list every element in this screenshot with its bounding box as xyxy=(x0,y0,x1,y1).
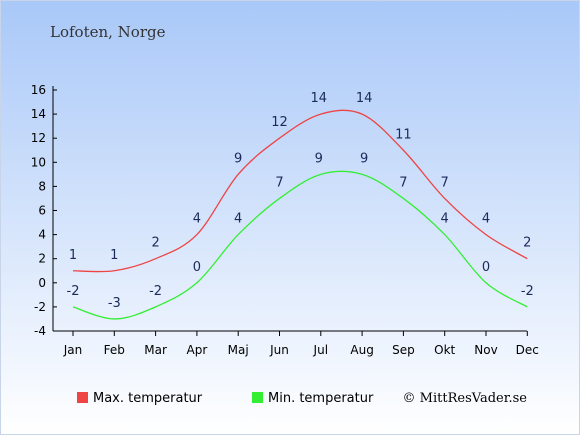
x-tick-label: Sep xyxy=(392,343,415,357)
data-label-max: 4 xyxy=(482,212,490,227)
data-label-max: 12 xyxy=(271,115,288,130)
data-label-min: 9 xyxy=(360,151,368,166)
y-tick-label: -4 xyxy=(34,324,46,338)
data-label-min: -2 xyxy=(521,284,534,299)
data-label-min: 4 xyxy=(234,212,242,227)
y-tick-label: -2 xyxy=(34,300,46,314)
y-tick-label: 4 xyxy=(38,228,46,242)
series-lines xyxy=(72,109,528,320)
x-tick-label: Mar xyxy=(144,343,167,357)
data-label-min: -2 xyxy=(67,284,80,299)
y-tick-label: 0 xyxy=(38,276,46,290)
x-tick-label: Feb xyxy=(104,343,125,357)
data-label-min: 7 xyxy=(399,175,407,190)
series-line-min xyxy=(72,170,528,320)
data-label-max: 7 xyxy=(441,175,449,190)
data-label-min: -2 xyxy=(149,284,162,299)
data-label-max: 14 xyxy=(311,91,328,106)
legend-swatch-min xyxy=(252,392,263,403)
y-axis: -4 -2 0 2 4 6 8 10 12 14 16 xyxy=(31,83,57,338)
y-tick-label: 8 xyxy=(38,179,46,193)
x-tick-label: Maj xyxy=(228,343,249,357)
series-line-max xyxy=(72,109,528,273)
data-label-min: 0 xyxy=(482,260,490,275)
x-tick-label: Nov xyxy=(474,343,497,357)
x-tick-label: Apr xyxy=(187,343,208,357)
data-label-max: 11 xyxy=(395,127,412,142)
x-axis: Jan Feb Mar Apr Maj Jun Jul Aug Sep Okt Nov Dec xyxy=(53,330,539,357)
data-label-min: 9 xyxy=(315,151,323,166)
y-tick-label: 12 xyxy=(31,131,46,145)
legend-label-max: Max. temperatur xyxy=(93,391,203,406)
legend-label-min: Min. temperatur xyxy=(268,391,374,406)
x-tick-label: Jul xyxy=(313,343,328,357)
x-tick-label: Okt xyxy=(434,343,455,357)
data-label-min: -3 xyxy=(108,296,121,311)
x-tick-label: Dec xyxy=(516,343,539,357)
data-label-max: 1 xyxy=(69,248,77,263)
data-label-max: 14 xyxy=(356,91,373,106)
legend: Max. temperatur Min. temperatur xyxy=(77,391,374,406)
data-label-min: 7 xyxy=(275,175,283,190)
data-label-min: 0 xyxy=(193,260,201,275)
y-tick-label: 10 xyxy=(31,155,46,169)
x-tick-label: Aug xyxy=(350,343,373,357)
y-tick-label: 14 xyxy=(31,107,46,121)
credit-text: © MittResVader.se xyxy=(403,391,528,406)
data-label-max: 4 xyxy=(193,212,201,227)
data-label-max: 2 xyxy=(523,236,531,251)
y-tick-label: 6 xyxy=(38,204,46,218)
data-label-max: 1 xyxy=(110,248,118,263)
data-label-min: 4 xyxy=(441,212,449,227)
x-tick-label: Jan xyxy=(63,343,83,357)
y-tick-label: 2 xyxy=(38,252,46,266)
data-label-max: 9 xyxy=(234,151,242,166)
legend-swatch-max xyxy=(77,392,88,403)
y-tick-label: 16 xyxy=(31,83,46,97)
chart-title: Lofoten, Norge xyxy=(50,23,166,41)
x-tick-label: Jun xyxy=(269,343,289,357)
data-label-max: 2 xyxy=(151,236,159,251)
